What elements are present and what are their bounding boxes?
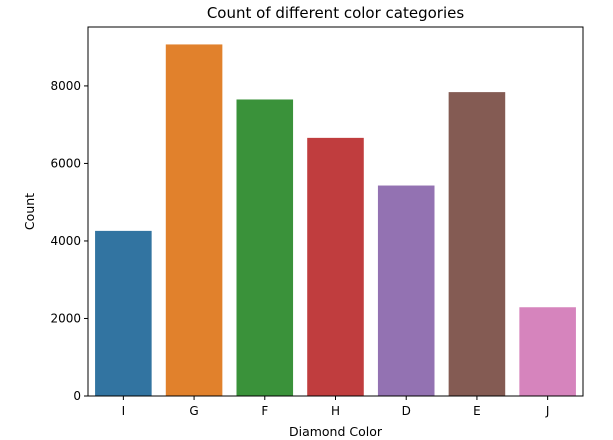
plot-frame [87,26,584,397]
y-tick-label: 0 [73,389,81,403]
y-tick-label: 6000 [50,156,81,170]
x-tick-label: D [402,404,411,418]
bar-e [448,92,506,397]
x-tick-label: I [122,404,126,418]
x-tick-label: G [189,404,198,418]
x-tick-label: J [545,404,550,418]
bar-f [236,99,294,396]
y-tick-label: 2000 [50,311,81,325]
bar-g [165,44,223,396]
y-tick-label: 8000 [50,79,81,93]
bar-d [377,185,435,396]
x-tick-label: F [261,404,268,418]
y-axis-ticks: 0 2000 4000 6000 8000 [50,79,88,403]
x-tick-label: H [331,404,340,418]
bars [95,44,576,397]
bar-h [307,137,364,397]
y-axis-label: Count [22,193,37,230]
x-tick-label: E [473,404,481,418]
x-axis-label: Diamond Color [289,424,383,439]
bar-i [95,230,152,396]
chart-title: Count of different color categories [207,4,465,22]
y-tick-label: 4000 [50,234,81,248]
bar-j [519,307,576,396]
